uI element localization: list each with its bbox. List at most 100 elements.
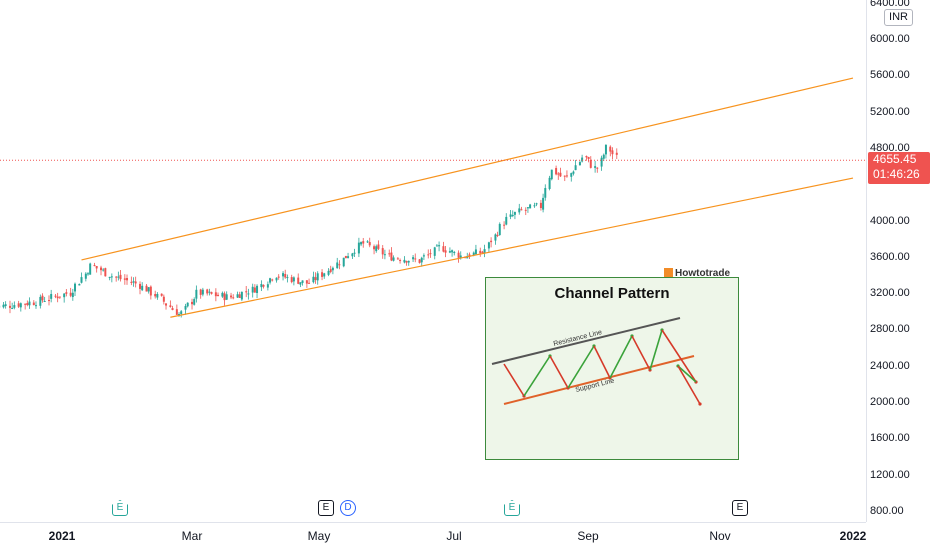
candle-body: [433, 247, 436, 256]
candle-body: [238, 294, 241, 298]
candle-body: [427, 254, 430, 256]
candle-body: [557, 173, 560, 175]
candle-body: [323, 273, 326, 277]
candle-body: [47, 300, 50, 302]
candle-body: [498, 223, 501, 236]
candle-body: [388, 253, 391, 255]
zigzag-arrow: [549, 355, 569, 389]
candle-body: [245, 291, 248, 293]
dividend-event-icon[interactable]: D: [340, 500, 356, 516]
candle-body: [487, 242, 490, 249]
candle-body: [210, 292, 213, 294]
earnings-event-icon[interactable]: E: [504, 500, 520, 516]
candle-body: [154, 293, 157, 297]
candle-body: [301, 280, 304, 283]
candle-body: [368, 242, 371, 246]
candle-body: [609, 146, 612, 152]
candle-body: [178, 314, 181, 316]
candle-body: [308, 282, 311, 284]
candle-body: [100, 267, 103, 271]
candle-body: [54, 295, 57, 297]
candle-body: [351, 253, 354, 257]
candle-body: [247, 293, 250, 295]
candle-body: [223, 293, 226, 301]
candle-body: [403, 259, 406, 263]
candle-body: [108, 276, 111, 278]
candle-body: [533, 205, 536, 207]
candle-body: [266, 284, 269, 288]
candle-body: [474, 249, 477, 255]
candle-body: [240, 291, 243, 300]
candle-body: [529, 204, 532, 209]
candle-body: [34, 305, 37, 307]
candle-body: [171, 308, 174, 311]
y-tick: 2800.00: [870, 323, 910, 335]
candle-body: [542, 197, 545, 210]
currency-label[interactable]: INR: [884, 9, 913, 26]
zigzag-arrows: [503, 328, 702, 406]
channel-upper-line[interactable]: [81, 77, 854, 261]
candle-body: [526, 207, 529, 209]
candle-body: [377, 244, 380, 249]
candle-body: [329, 269, 332, 272]
candle-body: [102, 269, 105, 271]
candle-body: [457, 252, 460, 258]
candle-body: [305, 280, 308, 284]
candle-body: [383, 254, 386, 256]
candle-body: [381, 248, 384, 255]
candle-body: [396, 258, 399, 260]
candle-body: [438, 245, 441, 247]
inset-title: Channel Pattern: [554, 285, 670, 302]
x-tick: Sep: [577, 529, 599, 543]
candle-body: [353, 252, 356, 254]
candle-body: [201, 289, 204, 295]
candle-body: [165, 303, 168, 306]
candle-body: [513, 212, 516, 215]
candle-body: [594, 166, 597, 168]
candle-body: [206, 289, 209, 294]
candle-body: [286, 277, 289, 279]
x-tick: Nov: [709, 529, 731, 543]
zigzag-arrow: [593, 345, 611, 379]
candle-body: [78, 283, 81, 286]
candle-body: [565, 175, 568, 177]
candle-body: [115, 276, 118, 278]
candle-body: [494, 234, 497, 241]
candle-body: [451, 250, 454, 253]
candle-body: [572, 171, 575, 174]
candle-body: [69, 292, 72, 296]
y-tick: 6000.00: [870, 33, 910, 45]
x-tick: 2021: [48, 529, 76, 543]
candle-body: [503, 224, 506, 226]
candle-body: [422, 255, 425, 257]
candle-body: [342, 257, 345, 267]
zigzag-arrow: [523, 355, 551, 397]
channel-lower-line[interactable]: [170, 177, 854, 318]
inset-diagram: Resistance Line Support Line: [491, 317, 702, 406]
candle-body: [186, 302, 189, 307]
candle-body: [444, 250, 447, 253]
candle-body: [89, 263, 92, 275]
candle-body: [327, 270, 330, 275]
candle-body: [214, 292, 217, 297]
zigzag-arrow: [631, 335, 651, 371]
earnings-event-icon[interactable]: E: [112, 500, 128, 516]
brand-logo: Howtotrade: [664, 268, 730, 279]
candle-body: [496, 234, 499, 236]
earnings-event-icon[interactable]: E: [732, 500, 748, 516]
candle-body: [604, 144, 607, 155]
candle-body: [284, 274, 287, 278]
candle-body: [80, 277, 83, 283]
candle-body: [24, 303, 27, 305]
candle-body: [483, 249, 486, 253]
x-tick: May: [307, 529, 331, 543]
candle-body: [399, 260, 402, 262]
earnings-event-icon[interactable]: E: [318, 500, 334, 516]
candle-body: [134, 281, 137, 284]
candle-body: [11, 307, 14, 309]
candle-body: [299, 282, 302, 285]
candle-body: [2, 304, 5, 308]
candle-body: [230, 295, 233, 298]
candle-body: [58, 296, 61, 298]
